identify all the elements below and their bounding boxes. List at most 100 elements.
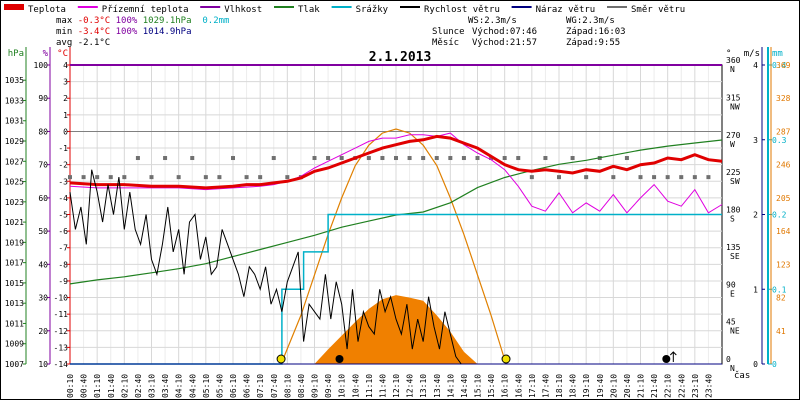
series-rain-line xyxy=(70,213,722,365)
legend-swatch-srazky xyxy=(331,6,352,8)
rain-tick-label: 0.4 xyxy=(772,61,787,70)
series-wind-direction-point xyxy=(380,156,385,161)
x-tick-label: 23:10 xyxy=(691,374,700,398)
x-tick-label: 04:10 xyxy=(175,374,184,398)
hum-tick-label: 40 xyxy=(38,260,48,269)
dir-tick-label: 0 xyxy=(726,355,731,364)
stats-max-temp: -0.3°C xyxy=(77,16,111,26)
series-wind-direction-point xyxy=(584,175,589,180)
dir-tick-label: 360 xyxy=(726,56,741,65)
legend-swatch-rychlost-vetru xyxy=(400,6,420,8)
legend-swatch-vlhkost xyxy=(200,6,221,8)
series-wind-direction-point xyxy=(624,156,629,161)
legend-label-smer-vetru: Směr větru xyxy=(631,5,685,15)
hum-tick-label: 30 xyxy=(38,294,48,303)
stats-max-press: 1029.1hPa xyxy=(142,16,192,26)
press-tick-label: 1025 xyxy=(5,178,24,187)
temp-tick-label: 0 xyxy=(63,127,68,136)
rain-tick-label: 0.1 xyxy=(772,285,787,294)
legend-label-teplota: Teplota xyxy=(28,5,66,15)
series-ground-temperature-line xyxy=(69,132,723,214)
series-wind-direction-point xyxy=(407,156,412,161)
series-wind-direction-point xyxy=(312,156,317,161)
x-tick-label: 04:40 xyxy=(188,374,197,398)
legend-swatch-tlak xyxy=(274,6,294,8)
x-tick-label: 17:10 xyxy=(528,374,537,398)
sun-label: Slunce xyxy=(432,27,465,37)
series-wind-direction-point xyxy=(502,156,507,161)
series-wind-direction-point xyxy=(543,156,548,161)
series-wind-direction-point xyxy=(570,156,575,161)
dir-unit-label: ° xyxy=(726,49,731,59)
legend-swatch-teplota xyxy=(4,4,24,10)
x-tick-label: 03:10 xyxy=(148,374,157,398)
hum-tick-label: 100 xyxy=(34,61,49,70)
press-tick-label: 1031 xyxy=(5,117,24,126)
press-tick-label: 1029 xyxy=(5,137,24,146)
solar-tick-label: 287 xyxy=(776,127,791,136)
x-tick-label: 23:40 xyxy=(704,374,713,398)
solar-tick-label: 205 xyxy=(776,194,791,203)
series-wind-direction-point xyxy=(190,156,195,161)
dir-compass-label: SW xyxy=(730,177,740,186)
temp-tick-label: -5 xyxy=(58,211,68,220)
temp-tick-label: -14 xyxy=(54,360,69,369)
x-tick-label: 14:40 xyxy=(460,374,469,398)
legend-label-srazky: Srážky xyxy=(356,5,389,15)
hum-tick-label: 20 xyxy=(38,327,48,336)
solar-tick-label: 328 xyxy=(776,94,791,103)
moon-rise: Východ:21:57 xyxy=(472,38,538,48)
legend-label-prizemni-teplota: Přízemní teplota xyxy=(102,5,189,15)
hum-tick-label: 90 xyxy=(38,94,48,103)
x-tick-label: 17:40 xyxy=(541,374,550,398)
stats-max-rain: 0.2mm xyxy=(202,16,230,26)
x-tick-label: 13:40 xyxy=(433,374,442,398)
x-tick-label: 20:10 xyxy=(609,374,618,398)
x-tick-label: 18:40 xyxy=(569,374,578,398)
dir-compass-label: NE xyxy=(730,327,740,336)
series-wind-direction-point xyxy=(679,175,684,180)
stats-avg-row: avg -2.1°C xyxy=(56,38,110,48)
hum-tick-label: 50 xyxy=(38,227,48,236)
press-tick-label: 1013 xyxy=(5,299,24,308)
moonrise-marker xyxy=(662,355,671,363)
series-wind-direction-point xyxy=(394,156,398,161)
solar-tick-label: 82 xyxy=(776,294,786,303)
x-tick-label: 06:10 xyxy=(229,374,238,398)
x-tick-label: 05:10 xyxy=(202,374,211,398)
press-tick-label: 1023 xyxy=(5,198,24,207)
series-wind-direction-point xyxy=(326,156,331,161)
x-tick-label: 22:40 xyxy=(677,374,686,398)
stats-avg-label: avg xyxy=(56,38,73,48)
temp-tick-label: 2 xyxy=(63,94,68,103)
series-wind-direction-point xyxy=(271,156,276,161)
sunset-marker xyxy=(501,354,511,364)
x-tick-label: 08:10 xyxy=(283,374,292,398)
series-wind-direction-point xyxy=(516,156,521,161)
series-wind-direction-point xyxy=(421,156,426,161)
temp-tick-label: -4 xyxy=(58,194,68,203)
x-tick-label: 06:40 xyxy=(243,374,252,398)
legend-label-vlhkost: Vlhkost xyxy=(224,5,262,15)
dir-compass-label: SE xyxy=(730,252,740,261)
legend-swatch-naraz-vetru xyxy=(511,6,532,8)
x-tick-label: 16:40 xyxy=(514,374,523,398)
press-tick-label: 1035 xyxy=(5,76,24,85)
x-tick-label: 22:10 xyxy=(664,374,673,398)
dir-compass-label: E xyxy=(730,289,735,298)
dir-tick-label: 315 xyxy=(726,93,741,102)
moon-set: Západ:9:55 xyxy=(566,38,621,48)
x-axis-label: čas xyxy=(734,370,750,381)
rain-tick-label: 0.3 xyxy=(772,136,787,145)
stats-max-label: max xyxy=(56,16,73,26)
sunrise-marker xyxy=(276,354,286,364)
x-tick-label: 10:40 xyxy=(351,374,360,398)
x-tick-label: 19:40 xyxy=(596,374,605,398)
chart-title: 2.1.2013 xyxy=(369,50,432,65)
rain-tick-label: 0.2 xyxy=(772,211,787,220)
series-wind-direction-point xyxy=(638,175,643,180)
wind-tick-label: 0 xyxy=(753,360,758,369)
dir-tick-label: 270 xyxy=(726,131,741,140)
x-tick-label: 01:10 xyxy=(93,374,102,398)
